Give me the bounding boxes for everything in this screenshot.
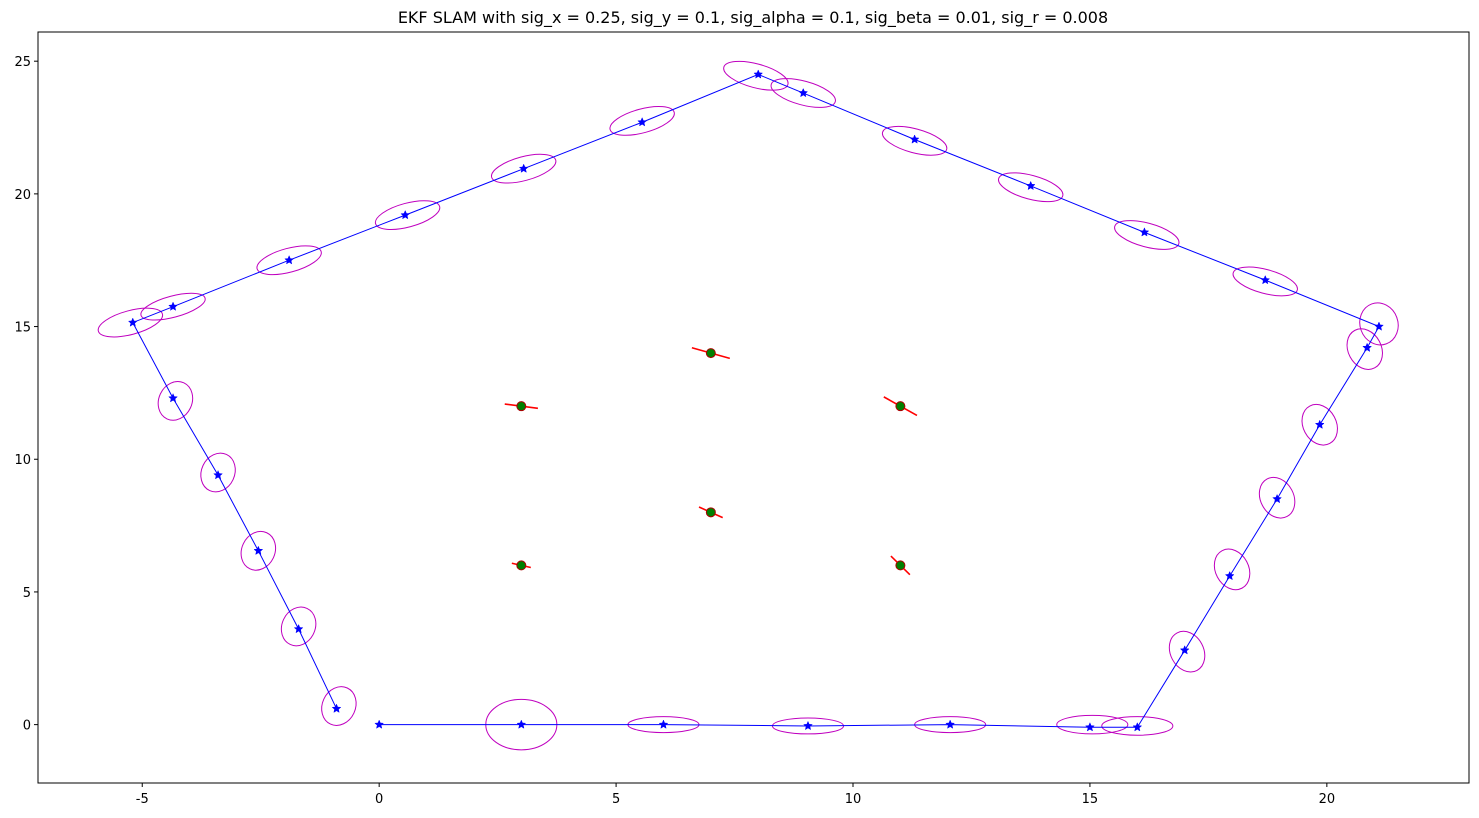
trajectory-point — [1139, 227, 1150, 237]
x-axis: -5 0 5 10 15 20 — [136, 783, 1335, 807]
robot-covariance-ellipse — [490, 153, 557, 184]
trajectory-point — [168, 393, 178, 403]
x-tick-label: 5 — [612, 792, 620, 807]
x-tick-label: 20 — [1319, 792, 1336, 807]
y-tick-label: 5 — [23, 586, 31, 601]
trajectory-point — [1085, 722, 1095, 732]
robot-covariance-ellipse — [374, 200, 441, 230]
robot-covariance-ellipse — [770, 78, 836, 108]
robot-covariance-ellipse — [280, 606, 317, 647]
trajectory-point — [803, 720, 813, 731]
axes-frame — [37, 31, 1470, 784]
x-tick-label: 0 — [375, 792, 383, 807]
y-tick-label: 20 — [14, 188, 31, 203]
robot-covariance-ellipse — [1213, 548, 1251, 591]
landmark-point — [516, 401, 527, 412]
robot-covariance-ellipse — [157, 381, 194, 421]
x-tick-label: 10 — [845, 792, 862, 807]
trajectory-point — [1179, 645, 1190, 655]
y-tick-label: 10 — [14, 453, 31, 468]
trajectory-point — [753, 69, 764, 79]
robot-covariance-ellipse — [321, 686, 357, 726]
trajectory-point — [253, 545, 264, 555]
trajectory-point — [1132, 722, 1143, 732]
y-tick-label: 15 — [14, 321, 31, 336]
trajectory-point — [213, 470, 223, 480]
x-tick-label: -5 — [136, 792, 149, 807]
y-axis: 0 5 10 15 20 25 — [14, 55, 38, 734]
trajectory-point — [284, 255, 295, 265]
x-tick-label: 15 — [1082, 792, 1099, 807]
trajectory-point — [798, 87, 809, 98]
landmark-point — [705, 348, 716, 359]
y-tick-label: 0 — [23, 719, 31, 734]
robot-covariance-ellipse — [998, 172, 1064, 203]
robot-covariance-ellipse — [1258, 476, 1296, 519]
robot-covariance-ellipse — [1359, 302, 1399, 346]
robot-covariance-ellipse — [200, 452, 236, 493]
landmark-point — [705, 507, 716, 518]
landmark-point — [895, 560, 906, 571]
robot-covariance-ellipse — [723, 60, 789, 91]
trajectory-point — [1272, 493, 1282, 504]
robot-covariance-ellipse — [1168, 630, 1206, 673]
plot-area — [97, 60, 1399, 751]
robot-covariance-ellipse — [881, 125, 948, 156]
robot-covariance-ellipse — [97, 307, 164, 338]
trajectory-point — [658, 719, 669, 729]
trajectory-point — [374, 719, 385, 729]
robot-covariance-ellipse — [1346, 328, 1383, 370]
landmark-point — [895, 401, 906, 412]
robot-covariance-ellipse — [140, 292, 206, 321]
robot-covariance-ellipse — [609, 106, 675, 136]
plot-content — [97, 60, 1399, 751]
robot-covariance-ellipse — [1056, 714, 1129, 735]
robot-covariance-ellipse — [1101, 716, 1174, 736]
trajectory-point — [1025, 180, 1036, 191]
trajectory-point — [1224, 570, 1235, 581]
trajectory-point — [637, 117, 648, 127]
robot-covariance-ellipse — [240, 530, 277, 571]
robot-covariance-ellipse — [1114, 220, 1180, 250]
trajectory-point — [516, 719, 527, 729]
robot-covariance-ellipse — [256, 245, 322, 276]
trajectory-point — [331, 703, 342, 713]
y-tick-label: 25 — [14, 55, 31, 70]
trajectory-point — [1362, 342, 1373, 352]
trajectory-point — [909, 134, 920, 144]
trajectory-point — [168, 301, 178, 311]
trajectory-point — [127, 317, 138, 327]
trajectory-point — [518, 163, 529, 173]
trajectory-point — [945, 719, 956, 729]
trajectory-point — [1374, 321, 1384, 331]
trajectory-point — [1314, 419, 1325, 429]
trajectory-point — [1260, 274, 1271, 285]
trajectory-line — [132, 73, 1380, 728]
robot-covariance-ellipse — [1301, 403, 1338, 446]
landmark-point — [516, 560, 527, 571]
trajectory-point — [293, 623, 304, 634]
trajectory-point — [400, 209, 411, 220]
chart-title: EKF SLAM with sig_x = 0.25, sig_y = 0.1,… — [398, 8, 1108, 28]
robot-covariance-ellipse — [1232, 266, 1298, 297]
